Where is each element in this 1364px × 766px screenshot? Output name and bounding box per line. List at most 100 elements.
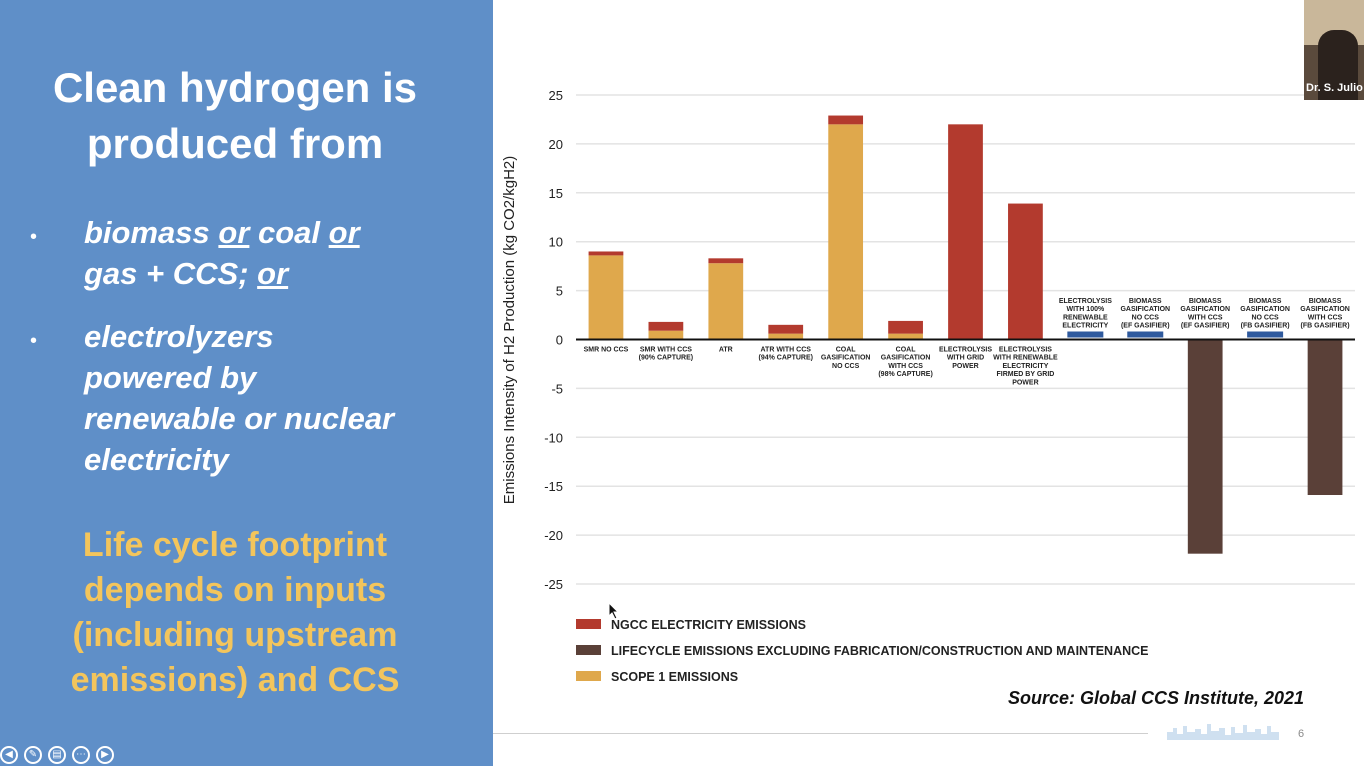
category-label: RENEWABLE <box>1063 314 1108 321</box>
category-label: ATR WITH CCS <box>761 347 812 354</box>
bullet-line: electrolyzers <box>84 319 274 355</box>
category-label: NO CCS <box>1132 314 1160 321</box>
category-label: (EF GASIFIER) <box>1121 323 1170 330</box>
note-line: (including upstream <box>72 616 398 654</box>
note-line: depends on inputs <box>83 571 387 609</box>
more-options-icon[interactable]: ⋯ <box>72 746 90 764</box>
bullet-text: gas + CCS <box>84 256 239 291</box>
page-number: 6 <box>1298 728 1305 740</box>
near-zero-marker <box>1127 331 1164 338</box>
bullet-line: renewable or nuclear <box>84 401 394 437</box>
category-label: WITH CCS <box>1308 314 1343 321</box>
bar-ngcc-electricity-emissions <box>1008 203 1043 340</box>
bullet-line: electricity <box>84 442 229 478</box>
category-label: WITH CCS <box>1188 314 1223 321</box>
category-label: POWER <box>952 363 978 370</box>
underlined-word: or <box>257 256 289 291</box>
chart-canvas: 25 20 15 10 5 0 -5 -10 -15 -20 -25 Emissions Intens… <box>501 88 1355 684</box>
category-label: ATR <box>719 347 733 354</box>
bullet-text: powered by <box>84 360 257 395</box>
bullet-line: biomass or coal or <box>84 215 360 251</box>
skyline-logo-icon <box>1167 724 1279 740</box>
bar-scope-1-emissions <box>888 333 923 340</box>
category-label: ELECTROLYSIS <box>999 347 1052 354</box>
bullet-marker: • <box>30 330 38 352</box>
near-zero-marker <box>1067 331 1104 338</box>
emissions-chart: 25 20 15 10 5 0 -5 -10 -15 -20 -25 Emissions Intens… <box>493 0 1364 766</box>
y-axis-label: Emissions Intensity of H2 Production (kg… <box>501 156 518 504</box>
category-label: ELECTRICITY <box>1062 323 1108 330</box>
category-label: WITH 100% <box>1066 306 1105 313</box>
underlined-word: or <box>328 215 360 250</box>
note-line: emissions) and CCS <box>70 661 400 699</box>
y-tick-label: -20 <box>544 528 563 543</box>
y-tick-label: -15 <box>544 479 563 494</box>
source-citation: Source: Global CCS Institute, 2021 <box>1008 688 1305 708</box>
legend-swatch <box>576 645 601 655</box>
bullet-text: electricity <box>84 442 229 477</box>
category-label: WITH CCS <box>888 363 923 370</box>
y-tick-label: 25 <box>549 88 563 103</box>
bar-scope-1-emissions <box>648 330 684 340</box>
note-line: Life cycle footprint <box>82 526 388 564</box>
bullet-text: renewable or nuclear <box>84 401 395 436</box>
bar-ngcc-electricity-emissions <box>828 115 864 125</box>
bullet-text: ; <box>238 256 258 291</box>
pen-icon[interactable]: ✎ <box>24 746 42 764</box>
category-label: NO CCS <box>832 363 860 370</box>
mouse-pointer-icon <box>608 602 620 620</box>
category-label: GASIFICATION <box>881 355 931 362</box>
category-label: (98% CAPTURE) <box>878 371 932 378</box>
category-label: FIRMED BY GRID <box>997 371 1055 378</box>
category-label: GASIFICATION <box>821 355 871 362</box>
y-tick-label: 0 <box>556 333 563 348</box>
category-label: NO CCS <box>1251 314 1279 321</box>
legend-swatch <box>576 619 601 629</box>
slide-navigation: ◀ ✎ ▤ ⋯ ▶ <box>0 744 130 766</box>
category-label: ELECTROLYSIS <box>1059 298 1112 305</box>
category-label: (EF GASIFIER) <box>1181 323 1230 330</box>
category-label: (FB GASIFIER) <box>1241 323 1290 330</box>
bar-scope-1-emissions <box>708 263 744 340</box>
category-label: GASIFICATION <box>1120 306 1170 313</box>
category-label: BIOMASS <box>1189 298 1222 305</box>
bar-ngcc-electricity-emissions <box>648 321 684 331</box>
bullet-text: coal <box>249 215 329 250</box>
y-tick-label: 15 <box>549 186 563 201</box>
webcam-name-label: Dr. S. Julio <box>1306 82 1363 94</box>
bullet-line: gas + CCS; or <box>84 256 288 292</box>
y-tick-label: -5 <box>551 381 563 396</box>
bar-ngcc-electricity-emissions <box>588 251 624 256</box>
category-label: GASIFICATION <box>1240 306 1290 313</box>
y-tick-label: -10 <box>544 430 563 445</box>
bar-ngcc-electricity-emissions <box>768 324 804 334</box>
y-tick-label: 5 <box>556 284 563 299</box>
category-label: GASIFICATION <box>1300 306 1350 313</box>
bar-lifecycle-emissions <box>1307 339 1343 496</box>
category-label: WITH GRID <box>947 355 984 362</box>
bar-scope-1-emissions <box>588 255 624 340</box>
title-line: produced from <box>86 120 384 167</box>
bar-scope-1-emissions <box>828 124 864 340</box>
category-label: (FB GASIFIER) <box>1301 323 1350 330</box>
category-label: COAL <box>836 347 857 354</box>
bar-ngcc-electricity-emissions <box>888 320 923 334</box>
y-tick-label: 20 <box>549 137 563 152</box>
footer-divider <box>493 733 1148 734</box>
next-slide-icon[interactable]: ▶ <box>96 746 114 764</box>
bullet-text: electrolyzers <box>84 319 274 354</box>
category-label: BIOMASS <box>1129 298 1162 305</box>
category-label: SMR NO CCS <box>584 347 629 354</box>
category-label: WITH RENEWABLE <box>993 355 1058 362</box>
category-label: ELECTRICITY <box>1002 363 1048 370</box>
bar-lifecycle-emissions <box>1187 339 1223 554</box>
category-label: ELECTROLYSIS <box>939 347 992 354</box>
slides-icon[interactable]: ▤ <box>48 746 66 764</box>
legend-label: LIFECYCLE EMISSIONS EXCLUDING FABRICATIO… <box>611 644 1149 658</box>
previous-slide-icon[interactable]: ◀ <box>0 746 18 764</box>
bar-ngcc-electricity-emissions <box>708 258 744 264</box>
category-label: (90% CAPTURE) <box>639 355 693 362</box>
bar-ngcc-electricity-emissions <box>948 124 983 340</box>
category-label: (94% CAPTURE) <box>759 355 813 362</box>
bar-scope-1-emissions <box>768 333 804 340</box>
